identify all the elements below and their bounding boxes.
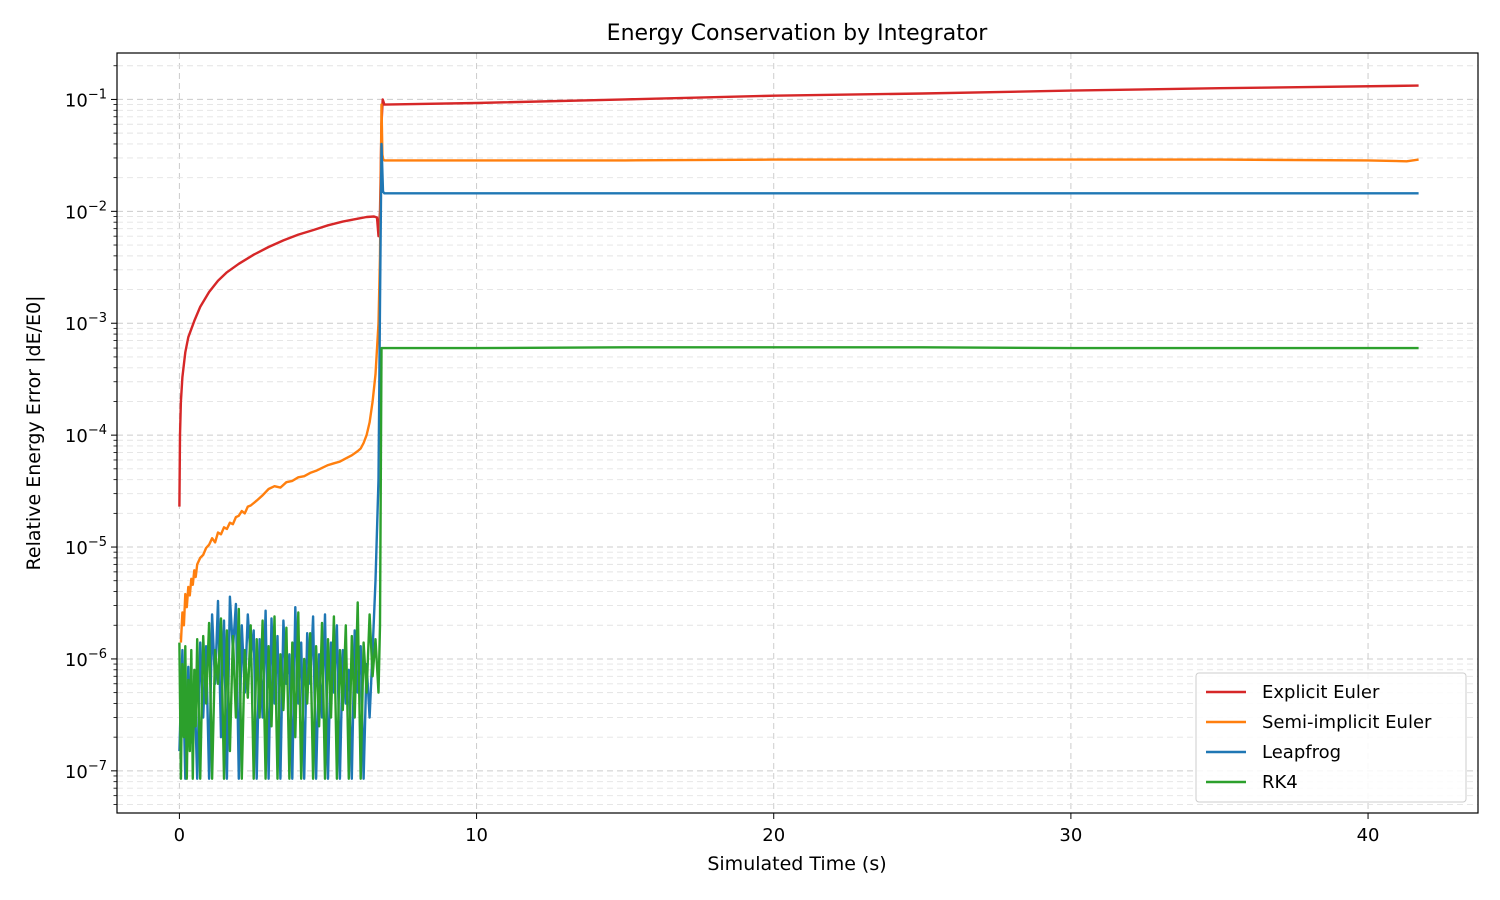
y-tick-base: 10	[65, 538, 88, 559]
y-tick-exponent: −6	[88, 647, 107, 662]
y-tick-exponent: −3	[88, 311, 107, 326]
y-tick-label: 10−7	[65, 759, 107, 783]
x-axis-label: Simulated Time (s)	[707, 853, 886, 875]
series-line-rk4	[178, 346, 1419, 780]
y-tick-base: 10	[65, 314, 88, 335]
plot-frame	[116, 52, 1479, 814]
series-line-explicit-euler	[178, 84, 1419, 507]
x-tick-label: 20	[762, 825, 785, 846]
y-tick-exponent: −5	[88, 535, 107, 550]
y-tick-label: 10−3	[65, 311, 107, 335]
legend-box	[1195, 672, 1467, 803]
legend-label: Leapfrog	[1262, 742, 1341, 763]
legend: Explicit Euler Semi-implicit Euler Leapfro…	[1195, 672, 1467, 803]
y-tick-base: 10	[65, 202, 88, 223]
series-layer	[178, 84, 1419, 780]
x-tick-label: 30	[1059, 825, 1082, 846]
y-tick-base: 10	[65, 90, 88, 111]
y-tick-exponent: −2	[88, 199, 107, 214]
y-tick-base: 10	[65, 426, 88, 447]
y-tick-exponent: −4	[88, 423, 107, 438]
y-tick-base: 10	[65, 762, 88, 783]
legend-label: RK4	[1262, 772, 1298, 793]
y-tick-exponent: −1	[88, 87, 107, 102]
y-tick-label: 10−4	[65, 423, 107, 447]
y-tick-label: 10−2	[65, 199, 107, 223]
y-tick-exponent: −7	[88, 759, 107, 774]
grid-layer	[117, 53, 1478, 813]
y-tick-label: 10−5	[65, 535, 107, 559]
x-tick-label: 10	[465, 825, 488, 846]
y-tick-label: 10−6	[65, 647, 107, 671]
chart-title: Energy Conservation by Integrator	[607, 21, 989, 46]
y-tick-label: 10−1	[65, 87, 107, 111]
legend-label: Explicit Euler	[1262, 682, 1380, 703]
y-tick-base: 10	[65, 650, 88, 671]
legend-label: Semi-implicit Euler	[1262, 712, 1432, 733]
x-tick-label: 40	[1357, 825, 1380, 846]
series-line-semi-implicit-euler	[179, 103, 1419, 643]
x-tick-label: 0	[174, 825, 185, 846]
y-axis-label: Relative Energy Error |dE/E0|	[23, 296, 45, 571]
